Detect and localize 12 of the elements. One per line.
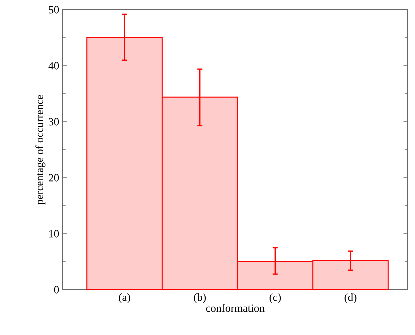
- y-tick-label: 0: [54, 286, 60, 294]
- y-tick-label: 20: [49, 174, 60, 182]
- y-tick-label: 10: [49, 230, 60, 238]
- y-tick-label: 50: [49, 6, 60, 14]
- y-tick-label: 40: [48, 62, 60, 70]
- y-axis-title: percentage of occurrence: [36, 95, 46, 205]
- x-tick-label: (a): [119, 294, 130, 304]
- x-tick-label: (b): [194, 294, 206, 304]
- y-tick-label: 30: [49, 118, 60, 126]
- x-axis-title: conformation: [206, 304, 265, 312]
- x-tick-label: (c): [270, 294, 282, 304]
- x-tick-label: (d): [344, 294, 357, 304]
